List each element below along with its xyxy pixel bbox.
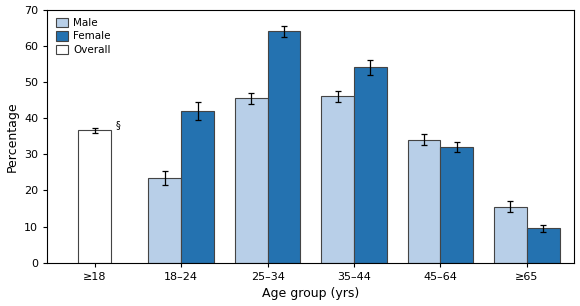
Bar — [148, 178, 181, 263]
Bar — [78, 130, 111, 263]
Bar — [181, 111, 214, 263]
Bar — [235, 98, 267, 263]
Bar — [527, 229, 560, 263]
Y-axis label: Percentage: Percentage — [6, 101, 19, 172]
Bar — [408, 140, 440, 263]
Bar — [267, 31, 300, 263]
Bar — [354, 67, 387, 263]
Text: §: § — [115, 120, 120, 130]
Bar — [440, 147, 473, 263]
Bar — [494, 207, 527, 263]
X-axis label: Age group (yrs): Age group (yrs) — [262, 287, 360, 300]
Bar — [321, 96, 354, 263]
Legend: Male, Female, Overall: Male, Female, Overall — [52, 14, 115, 59]
